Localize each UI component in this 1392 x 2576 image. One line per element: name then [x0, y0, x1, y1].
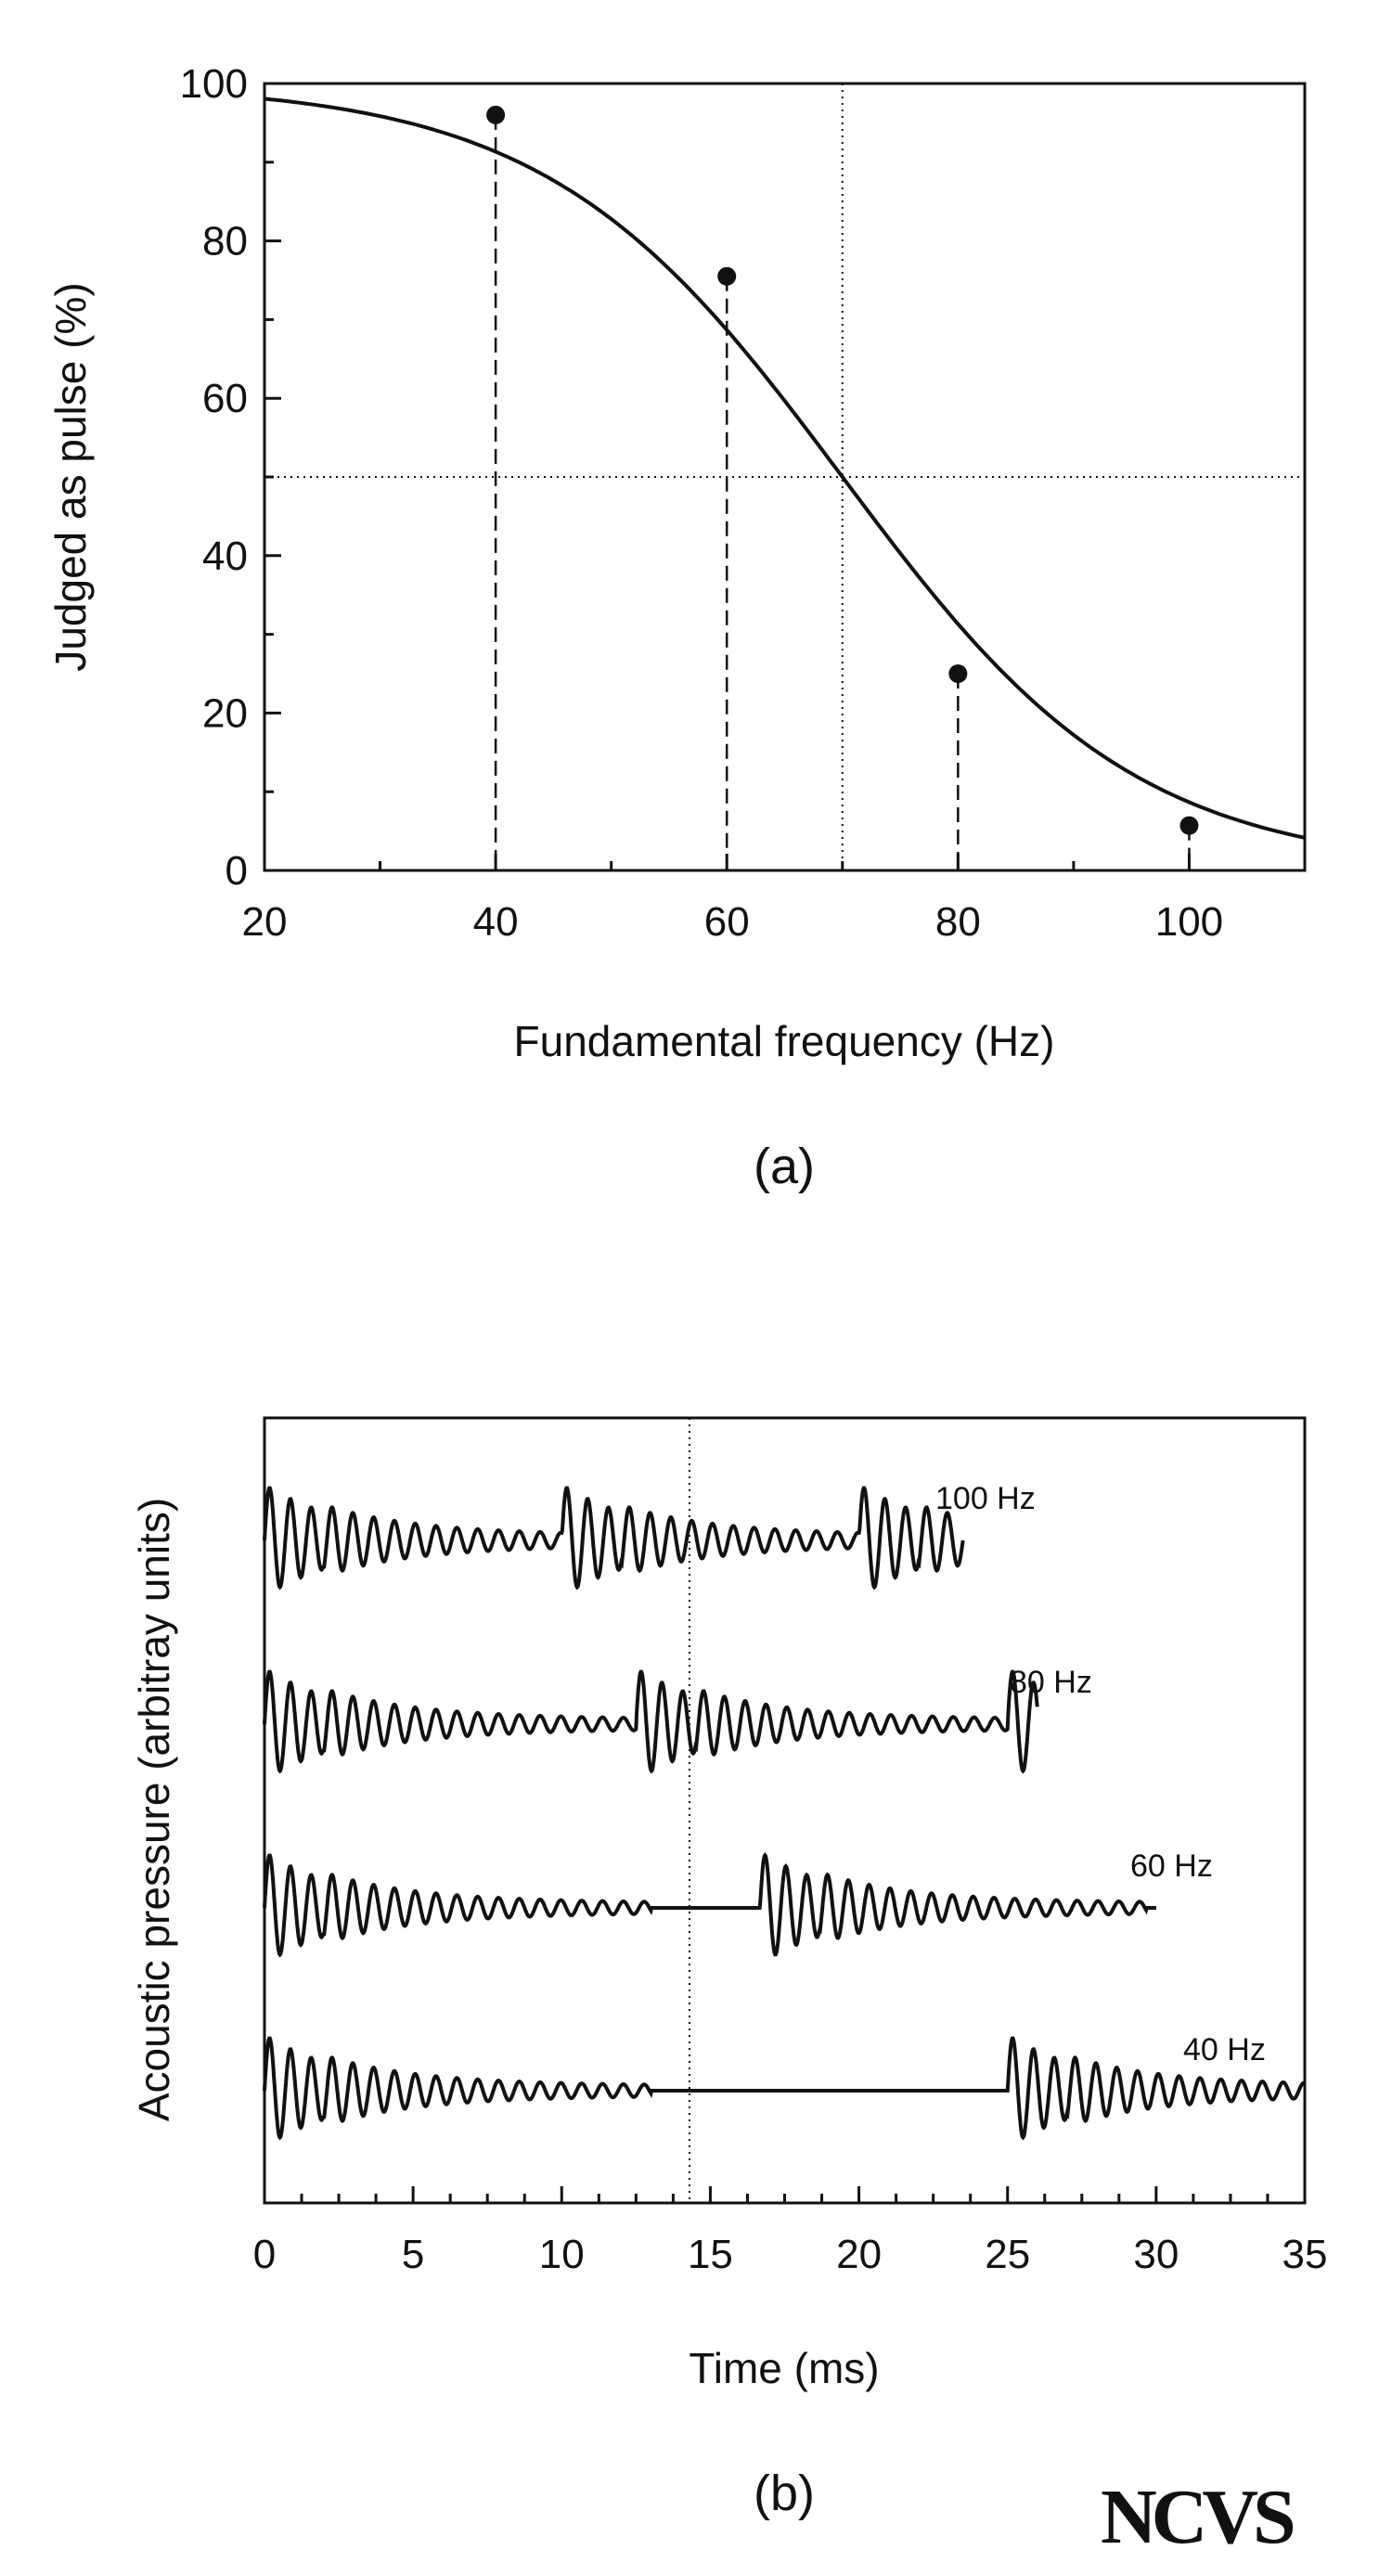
panel-a-reference-lines	[264, 84, 1305, 870]
y-tick-label: 60	[202, 376, 248, 421]
waveform-40-hz	[263, 2036, 1306, 2141]
panel-a-data-points	[486, 105, 1199, 835]
panel-b-ticks	[263, 2186, 1307, 2203]
waveform-label: 60 Hz	[1130, 1848, 1213, 1884]
data-point	[717, 266, 737, 286]
panel-b-label: (b)	[754, 2466, 815, 2521]
y-tick-label: 20	[202, 690, 248, 736]
y-tick-label: 0	[226, 848, 248, 894]
x-tick-label: 0	[253, 2232, 276, 2277]
data-point	[1179, 816, 1199, 835]
panel-a-logistic-curve	[264, 97, 1306, 840]
panel-b-waveforms	[263, 1486, 1306, 2141]
panel-a-x-tick-labels: 20 40 60 80 100	[242, 899, 1224, 945]
panel-a-ticks	[263, 82, 1307, 872]
x-tick-label: 20	[836, 2232, 882, 2277]
y-tick-label: 40	[202, 534, 248, 579]
panel-b-chart: 0 5 10 15 20 25 30 35 100 Hz 80 Hz 60 Hz 40 Hz Tim…	[130, 1416, 1328, 2521]
data-point	[948, 664, 968, 683]
x-tick-label: 80	[935, 899, 981, 945]
x-tick-label: 35	[1282, 2232, 1328, 2277]
x-tick-label: 20	[242, 899, 288, 945]
panel-b-x-tick-labels: 0 5 10 15 20 25 30 35	[253, 2232, 1328, 2277]
x-tick-label: 15	[688, 2232, 733, 2277]
panel-a-y-axis-title: Judged as pulse (%)	[46, 282, 95, 671]
ncvs-logo: NCVS	[1101, 2474, 1294, 2560]
data-point	[486, 105, 506, 124]
x-tick-label: 30	[1133, 2232, 1179, 2277]
waveform-label: 100 Hz	[935, 1481, 1036, 1516]
waveform-label: 80 Hz	[1010, 1665, 1092, 1700]
y-tick-label: 100	[180, 61, 248, 107]
x-tick-label: 40	[473, 899, 519, 945]
waveform-60-hz	[263, 1851, 1156, 1958]
panel-b-waveform-labels: 100 Hz 80 Hz 60 Hz 40 Hz	[935, 1481, 1266, 2067]
x-tick-label: 100	[1155, 899, 1223, 945]
waveform-80-hz	[263, 1669, 1039, 1774]
x-tick-label: 25	[985, 2232, 1030, 2277]
panel-a-chart: 20 40 60 80 100 0 20 40 60 80 100 Fundamental fre…	[46, 61, 1307, 1194]
x-tick-label: 10	[539, 2232, 585, 2277]
y-tick-label: 80	[202, 219, 248, 264]
panel-a-label: (a)	[754, 1139, 815, 1194]
panel-a-drop-lines	[494, 114, 1191, 870]
x-tick-label: 5	[402, 2232, 424, 2277]
panel-a-x-axis-title: Fundamental frequency (Hz)	[514, 1017, 1055, 1065]
waveform-100-hz	[263, 1486, 965, 1591]
panel-b-x-axis-title: Time (ms)	[689, 2344, 879, 2392]
waveform-label: 40 Hz	[1183, 2032, 1266, 2067]
panel-a-y-tick-labels: 0 20 40 60 80 100	[180, 61, 248, 894]
x-tick-label: 60	[704, 899, 750, 945]
panel-b-y-axis-title: Acoustic pressure (arbitray units)	[130, 1498, 178, 2121]
